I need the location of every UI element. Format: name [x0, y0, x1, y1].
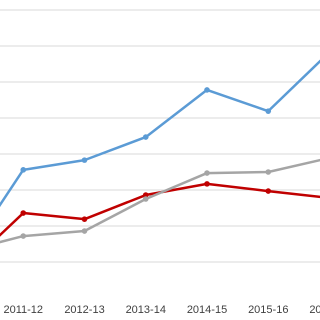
point	[204, 170, 210, 176]
point	[81, 228, 88, 234]
x-tick-label: 2014-15	[187, 304, 227, 316]
x-tick-label: 2011-12	[3, 304, 43, 316]
x-tick-label: 2012-13	[64, 304, 104, 316]
point	[204, 181, 210, 187]
x-tick-label: 2013-14	[126, 304, 166, 316]
point	[204, 87, 210, 93]
point	[20, 167, 27, 173]
x-tick-label: 2016-17	[309, 304, 320, 316]
point	[81, 216, 88, 222]
series-line	[0, 182, 320, 237]
point	[265, 108, 272, 114]
series-line	[0, 59, 320, 208]
point	[20, 210, 27, 216]
point	[142, 134, 149, 140]
point	[81, 157, 88, 163]
point	[265, 169, 272, 175]
point	[142, 196, 149, 202]
point	[265, 188, 272, 194]
series-line	[0, 158, 320, 244]
point	[20, 233, 27, 239]
point	[142, 192, 149, 198]
x-tick-label: 2015-16	[248, 304, 288, 316]
